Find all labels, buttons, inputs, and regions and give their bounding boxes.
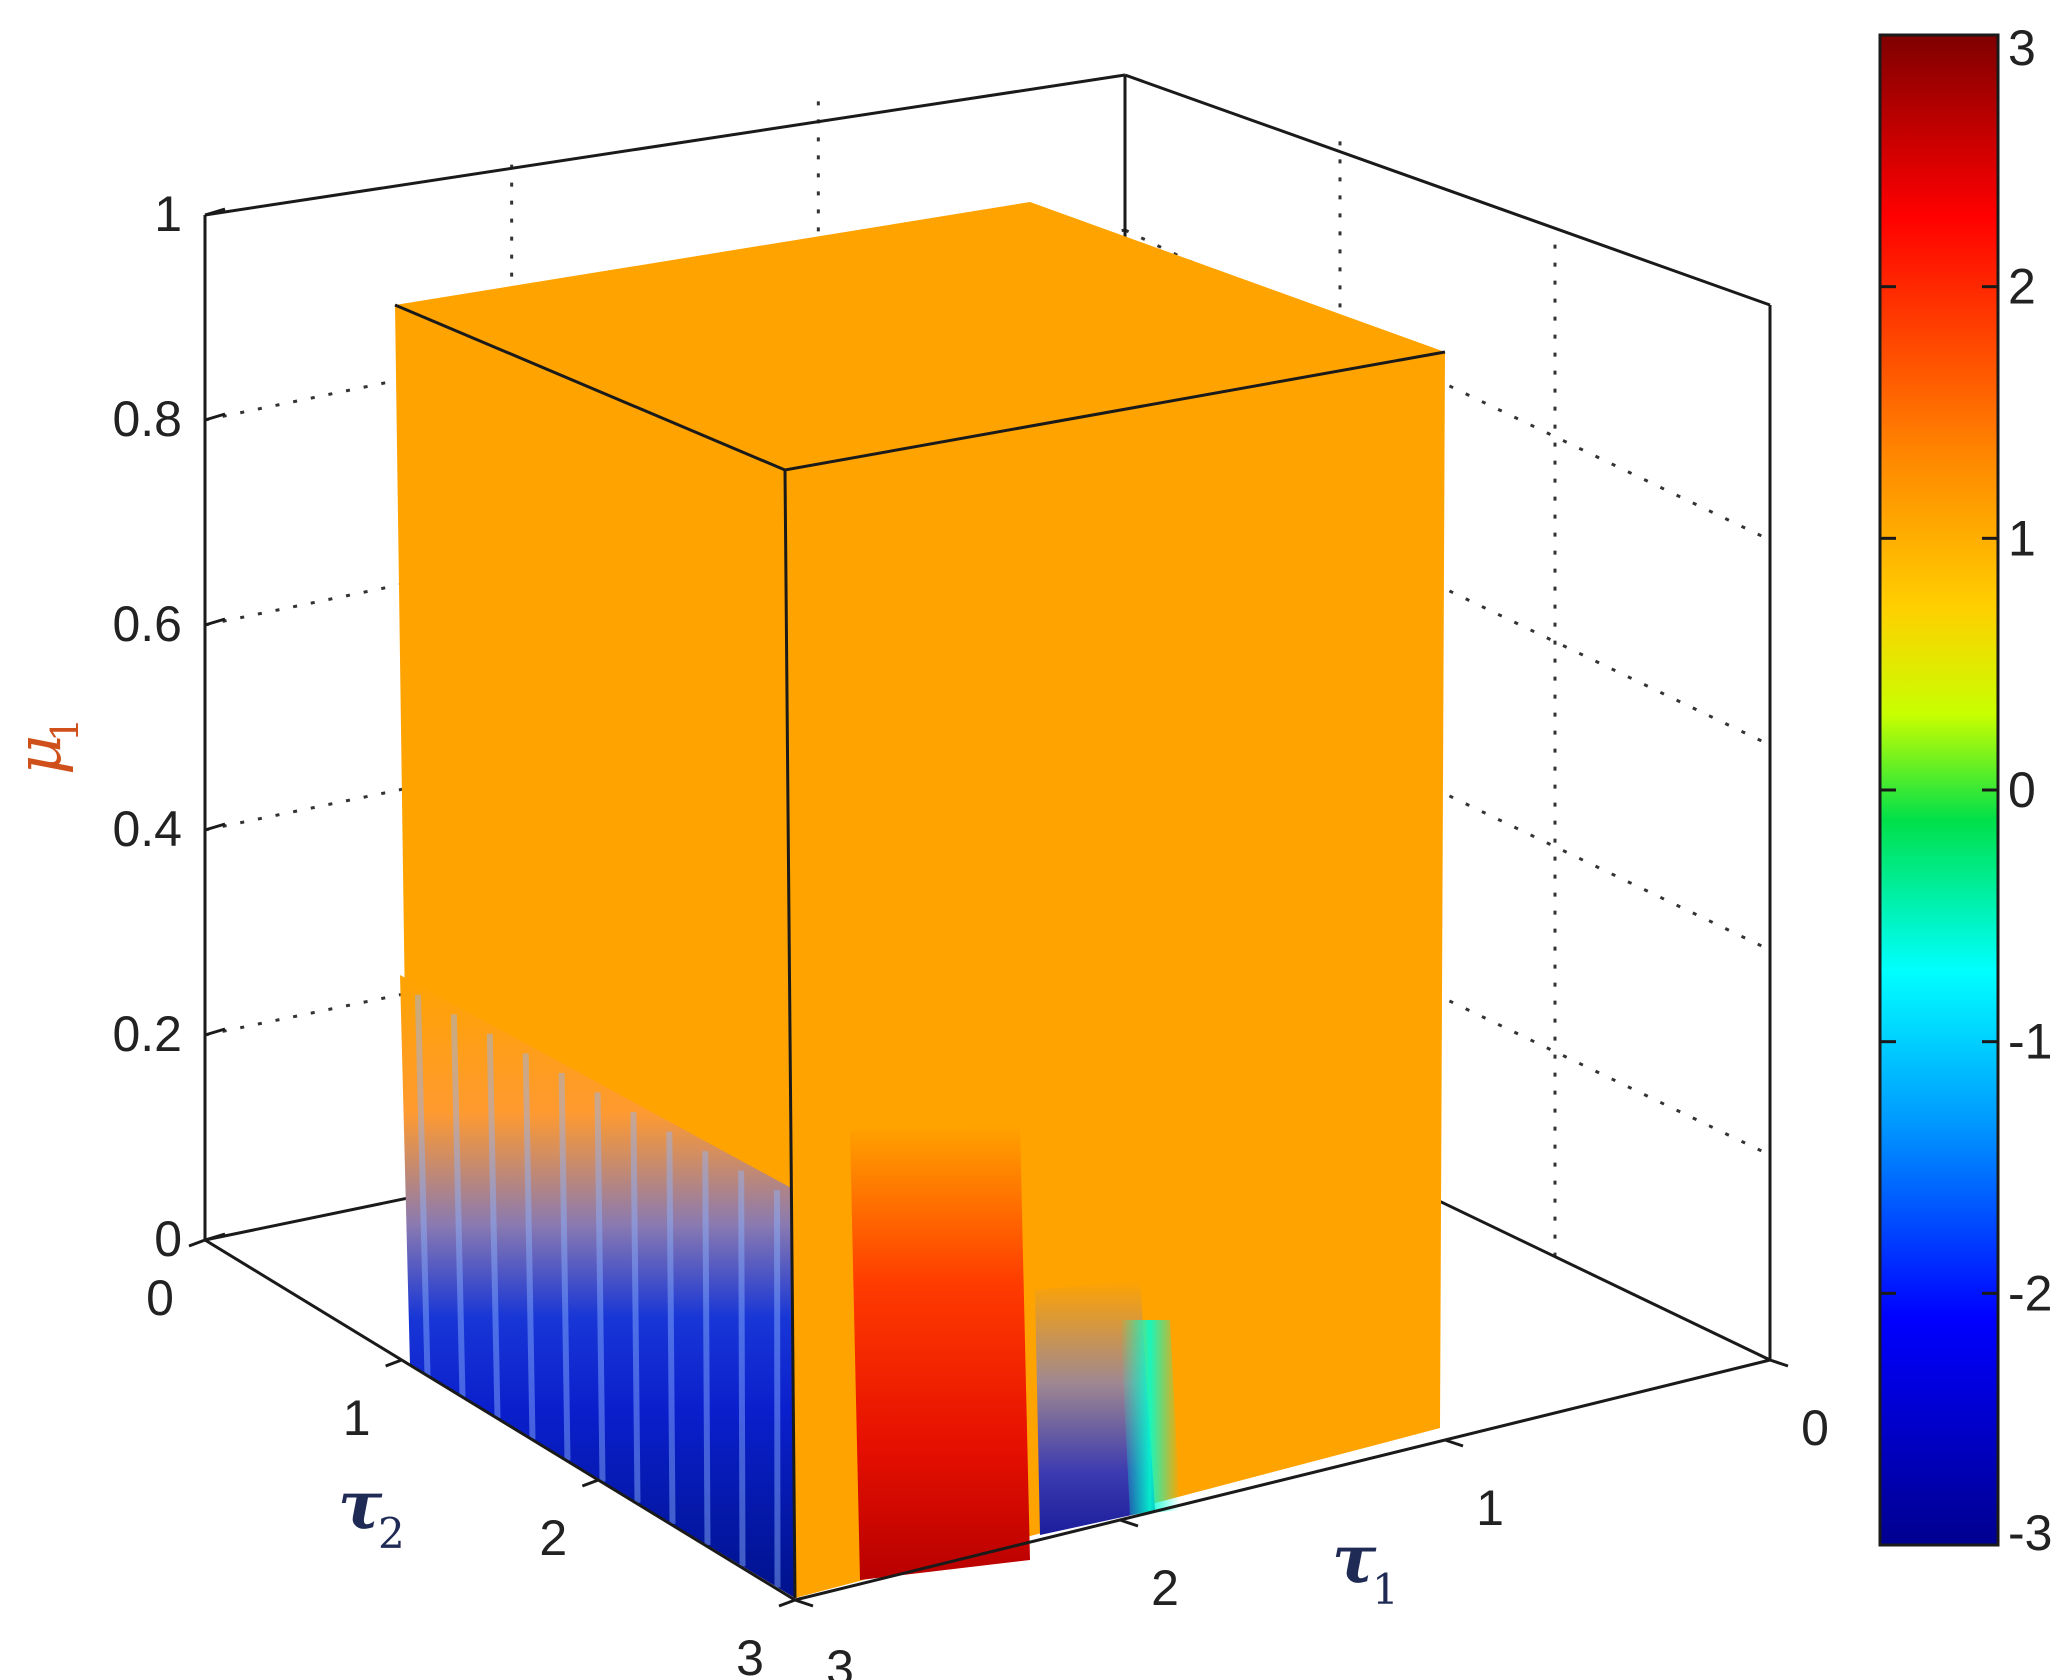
- x-tick-label: 0: [1801, 1400, 1829, 1456]
- surface-front-red-region: [850, 1125, 1030, 1580]
- left-band-stripe: [450, 1014, 466, 1397]
- box-back-edge: [1124, 73, 1771, 307]
- grid-line: [1124, 638, 1771, 952]
- z-tick-mark: [204, 1232, 226, 1242]
- box-front-edge: [204, 1238, 796, 1602]
- z-tick-label: 0.2: [112, 1006, 182, 1062]
- colorbar-tick-label: 0: [2008, 762, 2036, 818]
- z-tick-mark: [204, 822, 226, 832]
- left-band-stripe: [486, 1033, 501, 1419]
- y-tick-mark: [385, 1358, 403, 1368]
- colorbar: 3 2 1 0 -1 -2 -3: [1878, 20, 2052, 1561]
- colorbar-tick-label: 3: [2008, 20, 2036, 76]
- z-tick-mark: [204, 207, 226, 217]
- y-axis-ticks: 0 1 2 3: [146, 1238, 796, 1680]
- left-band-stripe: [522, 1053, 536, 1440]
- left-band-stripe: [558, 1072, 571, 1461]
- grid-line: [1124, 228, 1771, 542]
- z-tick-label: 0.8: [112, 391, 182, 447]
- x-tick-label: 2: [1151, 1560, 1179, 1616]
- colorbar-tick-label: -3: [2008, 1505, 2052, 1561]
- y-axis-label-sub: 2: [378, 1509, 405, 1558]
- surface-top-edge-left: [394, 303, 1446, 472]
- colorbar-tick-label: -1: [2008, 1014, 2052, 1070]
- colorbar-ticks: 3 2 1 0 -1 -2 -3: [1880, 20, 2052, 1561]
- left-band-stripe: [630, 1112, 641, 1503]
- y-tick-label: 0: [146, 1270, 174, 1326]
- colorbar-tick-label: -2: [2008, 1265, 2052, 1321]
- surface-left-low-band: [400, 975, 795, 1598]
- y-tick-mark: [188, 1238, 206, 1248]
- x-tick-mark: [794, 1598, 814, 1608]
- surface-vertical-edge: [783, 469, 797, 1599]
- y-tick-label: 2: [539, 1510, 567, 1566]
- surface-solid: [394, 202, 1446, 1599]
- x-tick-label: 1: [1476, 1480, 1504, 1536]
- box-front-edge: [794, 1358, 1771, 1602]
- surface-top-face: [395, 202, 1445, 470]
- y-tick-label: 3: [736, 1630, 764, 1680]
- left-band-stripe: [702, 1151, 711, 1546]
- z-axis-label-sub: 1: [43, 718, 87, 742]
- colorbar-fill: [1878, 33, 2000, 1547]
- z-tick-mark: [204, 617, 226, 627]
- z-axis-label: μ 1: [2, 718, 87, 775]
- z-axis-ticks: 0 0.2 0.4 0.6 0.8 1: [112, 186, 226, 1267]
- z-tick-mark: [204, 1027, 226, 1037]
- x-tick-mark: [1119, 1518, 1139, 1528]
- x-axis-ticks: 0 1 2 3: [794, 1358, 1829, 1680]
- y-axis-label: τ 2: [338, 1466, 405, 1558]
- z-tick-label: 0: [154, 1211, 182, 1267]
- x-tick-mark: [1444, 1438, 1464, 1448]
- left-band-stripe: [738, 1170, 746, 1567]
- z-tick-label: 0.4: [112, 801, 182, 857]
- box-back-edge: [204, 73, 1126, 217]
- y-axis-label-main: τ: [338, 1466, 383, 1544]
- x-axis-label: τ 1: [1332, 1520, 1399, 1614]
- y-tick-mark: [581, 1478, 599, 1488]
- y-tick-mark: [778, 1598, 796, 1608]
- z-tick-label: 0.6: [112, 596, 182, 652]
- left-band-stripe: [666, 1131, 676, 1524]
- x-tick-label: 3: [826, 1640, 854, 1680]
- z-tick-mark: [204, 412, 226, 422]
- colorbar-tick-label: 1: [2008, 510, 2036, 566]
- surface-front-cyan-stripe: [1120, 1320, 1180, 1515]
- axis-box-front: [204, 1238, 1771, 1602]
- x-axis-label-main: τ: [1332, 1520, 1377, 1598]
- x-axis-label-sub: 1: [1372, 1565, 1399, 1614]
- left-band-stripe: [594, 1092, 606, 1482]
- y-tick-label: 1: [343, 1390, 371, 1446]
- x-tick-mark: [1769, 1358, 1789, 1368]
- grid-line: [1124, 433, 1771, 747]
- left-band-stripes: [414, 994, 781, 1588]
- colorbar-tick-label: 2: [2008, 259, 2036, 315]
- z-tick-label: 1: [154, 186, 182, 242]
- grid-line: [1124, 843, 1771, 1157]
- left-band-stripe: [414, 994, 431, 1376]
- z-axis-label-main: μ: [2, 735, 75, 775]
